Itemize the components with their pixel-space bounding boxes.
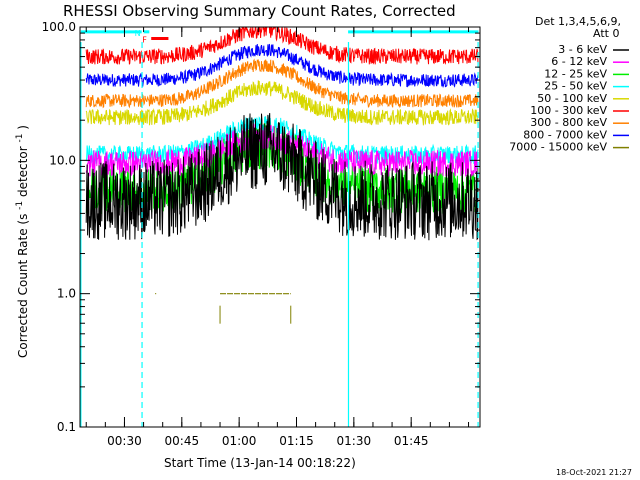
y-tick-label: 0.1: [57, 420, 76, 434]
legend-label: 25 - 50 keV: [544, 80, 607, 93]
legend-label: 100 - 300 keV: [530, 104, 607, 117]
legend-label: 3 - 6 keV: [558, 43, 607, 56]
plot-frame: [79, 26, 481, 428]
y-label-part: ): [16, 125, 30, 130]
y-axis: 0.1 1.0 10.0 100.0: [42, 20, 480, 434]
x-tick-label: 00:30: [107, 434, 142, 448]
legend-label: 12 - 25 keV: [544, 67, 607, 80]
series-line: [85, 58, 479, 109]
flag-label: F: [142, 35, 147, 44]
y-label-part: Corrected Count Rate (s: [16, 214, 30, 358]
flag-label: N: [135, 29, 141, 38]
x-tick-label: 01:15: [279, 434, 314, 448]
y-label-superscript: -1: [15, 134, 25, 143]
legend-label: 6 - 12 keV: [551, 55, 607, 68]
plot-area: NF: [80, 27, 479, 427]
y-label-part: detector: [16, 146, 30, 197]
legend-label: 7000 - 15000 keV: [509, 141, 607, 154]
y-tick-label: 1.0: [57, 287, 76, 301]
y-tick-label: 100.0: [42, 20, 76, 34]
legend-label: 300 - 800 keV: [530, 116, 607, 129]
y-tick-label: 10.0: [49, 153, 76, 167]
series-line: [85, 80, 479, 126]
series-line: [85, 43, 479, 89]
x-tick-label: 01:45: [394, 434, 429, 448]
x-tick-label: 01:00: [222, 434, 257, 448]
x-tick-label: 01:30: [337, 434, 372, 448]
legend-header-line2: Att 0: [593, 27, 619, 40]
chart-title: RHESSI Observing Summary Count Rates, Co…: [63, 2, 456, 20]
footer-date: 18-Oct-2021 21:27: [556, 468, 632, 477]
x-tick-label: 00:45: [165, 434, 200, 448]
x-axis: 00:30 00:45 01:00 01:15 01:30 01:45: [85, 27, 470, 448]
series-line: [85, 113, 479, 241]
legend-header-line1: Det 1,3,4,5,6,9,: [535, 15, 621, 28]
x-axis-label: Start Time (13-Jan-14 00:18:22): [164, 456, 356, 470]
y-label-superscript: -1: [15, 201, 25, 210]
series-line: [85, 27, 479, 65]
y-axis-label: Corrected Count Rate (s -1 detector -1 ): [11, 125, 30, 358]
legend-label: 800 - 7000 keV: [523, 128, 607, 141]
plot-content: NF: [80, 27, 479, 427]
legend-label: 50 - 100 keV: [537, 92, 607, 105]
